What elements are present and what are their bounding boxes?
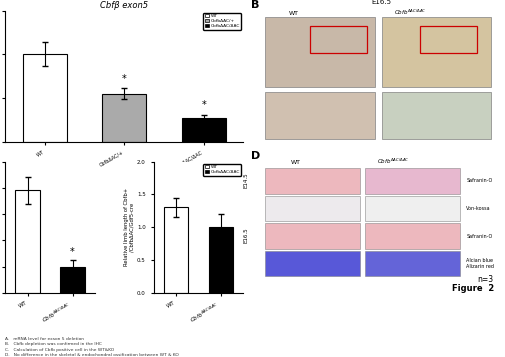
Text: D: D (250, 151, 260, 161)
Text: Safranin-O: Safranin-O (466, 178, 492, 183)
Bar (265, 17, 374, 87)
Legend: WT, CbfbΔAC/ΔAC: WT, CbfbΔAC/ΔAC (203, 164, 241, 176)
Text: B: B (250, 0, 259, 10)
Bar (381, 17, 490, 87)
Text: E14.5: E14.5 (243, 172, 248, 188)
Bar (208, 227, 233, 293)
Bar (364, 223, 460, 249)
Bar (102, 94, 146, 142)
Bar (310, 26, 367, 53)
Text: $Cbfb^{\Delta AC/\Delta AC}$: $Cbfb^{\Delta AC/\Delta AC}$ (393, 7, 426, 17)
Bar (265, 251, 360, 276)
Bar (15, 190, 40, 293)
Bar (364, 168, 460, 194)
Text: E16.5: E16.5 (243, 227, 248, 243)
Text: *: * (201, 100, 206, 110)
Text: E16.5: E16.5 (371, 0, 391, 5)
Text: *: * (70, 247, 75, 257)
Bar (163, 207, 188, 293)
Text: A.   mRNA level for exson 5 deletion
B.   Cbfb depletion was confirmed in the IH: A. mRNA level for exson 5 deletion B. Cb… (5, 337, 178, 357)
Bar (265, 196, 360, 221)
Bar (381, 92, 490, 139)
Bar (265, 168, 360, 194)
Text: Figure  2: Figure 2 (450, 285, 493, 293)
Bar (265, 223, 360, 249)
Bar (23, 54, 67, 142)
Text: Von-kossa: Von-kossa (466, 206, 490, 211)
Text: *: * (122, 74, 126, 84)
Bar (60, 267, 85, 293)
Text: $Cbfb^{\Delta AC/\Delta AC}$: $Cbfb^{\Delta AC/\Delta AC}$ (377, 157, 409, 166)
Bar (181, 118, 225, 142)
Text: n=3: n=3 (477, 275, 493, 284)
Text: WT: WT (290, 160, 300, 165)
Y-axis label: Relative limb length of Cbfb+
/CbfbΔAC/Gdf5-cre: Relative limb length of Cbfb+ /CbfbΔAC/G… (123, 188, 134, 266)
Text: Alcian blue
Alizarin red: Alcian blue Alizarin red (466, 258, 493, 269)
Bar (419, 26, 476, 53)
Bar (265, 92, 374, 139)
Text: Safranin-O: Safranin-O (466, 233, 492, 238)
Text: WT: WT (288, 11, 298, 16)
Legend: WT, CbfbΔAC/+, CbfbΔAC/ΔAC: WT, CbfbΔAC/+, CbfbΔAC/ΔAC (203, 13, 241, 30)
Bar (364, 251, 460, 276)
Bar (364, 196, 460, 221)
Title: Cbfβ exon5: Cbfβ exon5 (100, 1, 148, 10)
